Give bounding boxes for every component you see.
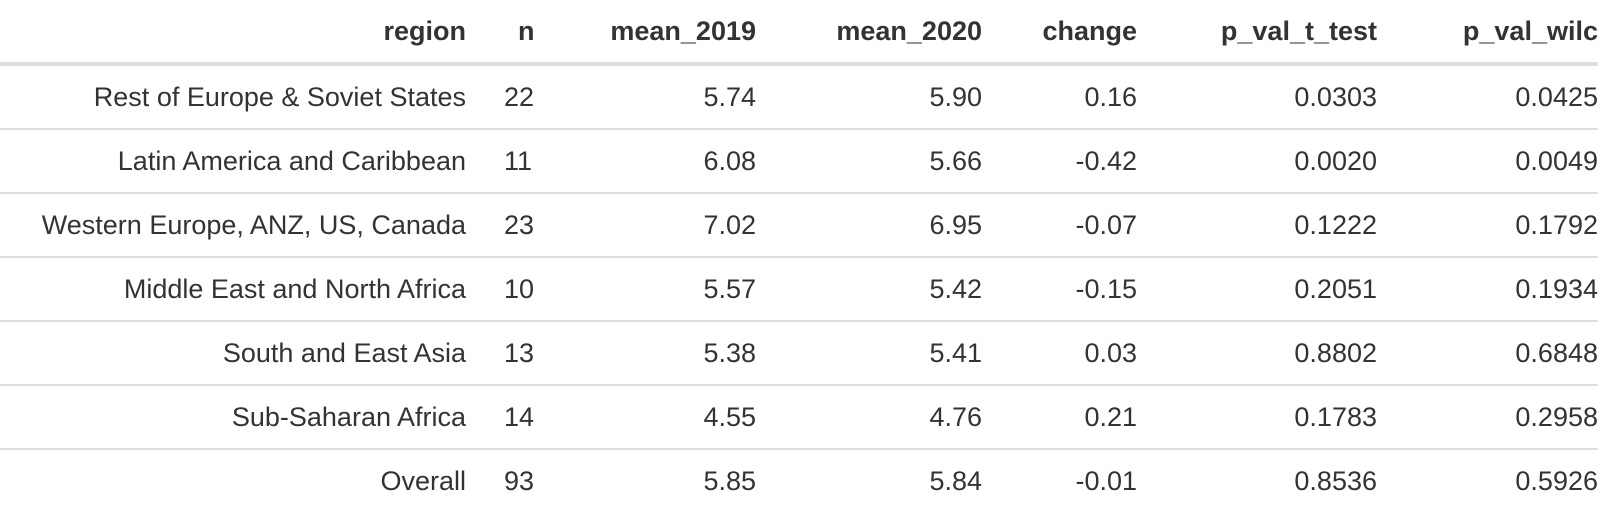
- cell-n: 22: [466, 64, 534, 130]
- cell-n: 13: [466, 321, 534, 386]
- cell-mean-2019: 5.85: [703, 465, 756, 496]
- cell-mean-2020: 5.84: [929, 465, 982, 496]
- column-header-mean-2020: mean_2020: [756, 0, 982, 66]
- cell-p-val-wilc: 0.1792: [1377, 193, 1598, 258]
- cell-p-val-t-test: 0.0020: [1137, 129, 1377, 194]
- cell-p-val-t-test: 0.1222: [1137, 193, 1377, 258]
- cell-mean-2020: 4.76: [756, 385, 982, 450]
- cell-mean-2019: 4.55: [530, 385, 756, 450]
- cell-p-val-t-test: 0.8802: [1137, 321, 1377, 386]
- cell-p-val-t-test: 0.8536: [1294, 465, 1377, 496]
- cell-change: 0.16: [982, 64, 1137, 130]
- table-header: region n mean_2019 mean_2020 change p_va…: [0, 0, 1598, 66]
- cell-p-val-t-test: 0.2051: [1137, 257, 1377, 322]
- cell-n: 23: [466, 193, 534, 258]
- table-row: Western Europe, ANZ, US, Canada 23 7.02 …: [0, 193, 1598, 258]
- cell-change: -0.01: [1075, 465, 1137, 496]
- column-header-p-val-wilc: p_val_wilc: [1377, 0, 1598, 66]
- cell-n: 10: [466, 257, 534, 322]
- cell-mean-2020: 5.41: [756, 321, 982, 386]
- cell-n: 11: [466, 129, 532, 194]
- cell-region: Latin America and Caribbean: [0, 129, 466, 194]
- column-header-p-val-t-test: p_val_t_test: [1137, 0, 1377, 66]
- cell-change: -0.07: [982, 193, 1137, 258]
- cell-change: 0.03: [982, 321, 1137, 386]
- header-row: region n mean_2019 mean_2020 change p_va…: [0, 0, 1598, 66]
- cell-mean-2020: 5.66: [756, 129, 982, 194]
- cell-mean-2019: 5.74: [530, 64, 756, 130]
- cell-p-val-t-test: 0.1783: [1137, 385, 1377, 450]
- cell-region: Sub-Saharan Africa: [0, 385, 466, 450]
- cell-mean-2020: 5.42: [756, 257, 982, 322]
- cell-p-val-wilc: 0.0049: [1377, 129, 1598, 194]
- cell-mean-2019: 5.38: [530, 321, 756, 386]
- cell-p-val-wilc: 0.2958: [1377, 385, 1598, 450]
- column-header-n: n: [466, 0, 535, 66]
- cell-mean-2020: 5.90: [756, 64, 982, 130]
- cell-region: Western Europe, ANZ, US, Canada: [0, 193, 466, 258]
- cell-p-val-wilc: 0.6848: [1377, 321, 1598, 386]
- column-header-region: region: [0, 0, 466, 66]
- cell-p-val-t-test: 0.0303: [1137, 64, 1377, 130]
- cell-p-val-wilc: 0.1934: [1377, 257, 1598, 322]
- table-body: Rest of Europe & Soviet States 22 5.74 5…: [0, 64, 1598, 512]
- cell-region: Overall: [380, 465, 466, 496]
- cell-change: -0.42: [982, 129, 1137, 194]
- table-row: Sub-Saharan Africa 14 4.55 4.76 0.21 0.1…: [0, 385, 1598, 450]
- cell-mean-2020: 6.95: [756, 193, 982, 258]
- cell-p-val-wilc: 0.0425: [1377, 64, 1598, 130]
- cell-region: South and East Asia: [0, 321, 466, 386]
- table-row: Overall 93 5.85 5.84 -0.01 0.8536 0.5926: [0, 449, 1598, 512]
- cell-n: 14: [466, 385, 534, 450]
- column-header-change: change: [982, 0, 1137, 66]
- table-row: South and East Asia 13 5.38 5.41 0.03 0.…: [0, 321, 1598, 386]
- cell-change: -0.15: [982, 257, 1137, 322]
- table-row: Rest of Europe & Soviet States 22 5.74 5…: [0, 64, 1598, 130]
- cell-mean-2019: 7.02: [530, 193, 756, 258]
- table-row: Latin America and Caribbean 11 6.08 5.66…: [0, 129, 1598, 194]
- column-header-mean-2019: mean_2019: [530, 0, 756, 66]
- cell-region: Rest of Europe & Soviet States: [0, 64, 466, 130]
- cell-n: 93: [504, 465, 535, 496]
- cell-p-val-wilc: 0.5926: [1515, 465, 1598, 496]
- table-row: Middle East and North Africa 10 5.57 5.4…: [0, 257, 1598, 322]
- cell-mean-2019: 5.57: [530, 257, 756, 322]
- cell-change: 0.21: [982, 385, 1137, 450]
- cell-mean-2019: 6.08: [530, 129, 756, 194]
- results-table: region n mean_2019 mean_2020 change p_va…: [0, 0, 1598, 512]
- cell-region: Middle East and North Africa: [0, 257, 466, 322]
